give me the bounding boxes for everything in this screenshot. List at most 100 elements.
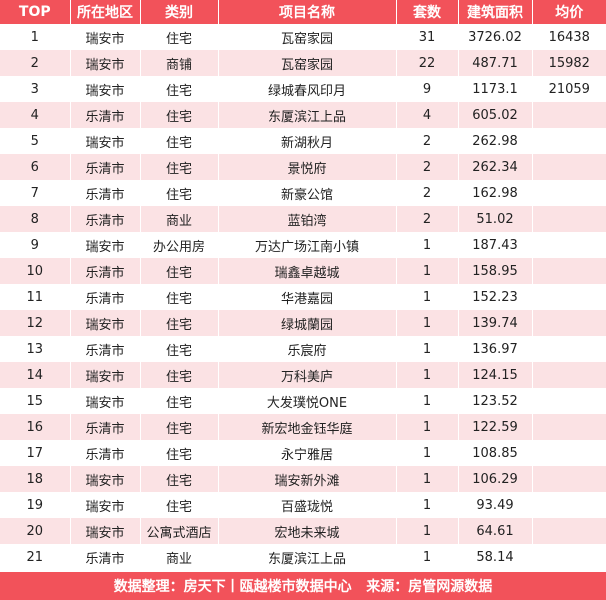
table-row: 7 乐清市 住宅 新豪公馆 2 162.98 — [0, 180, 606, 206]
region-cell: 乐清市 — [70, 102, 141, 128]
table-row: 10 乐清市 住宅 瑞鑫卓越城 1 158.95 — [0, 258, 606, 284]
avg-price-cell — [532, 492, 606, 518]
header-avg-price: 均价 — [532, 0, 606, 24]
units-cell: 1 — [396, 284, 459, 310]
units-cell: 4 — [396, 102, 459, 128]
rank-cell: 15 — [0, 388, 71, 414]
table-row: 4 乐清市 住宅 东厦滨江上品 4 605.02 — [0, 102, 606, 128]
rank-cell: 2 — [0, 50, 71, 76]
area-cell: 187.43 — [458, 232, 533, 258]
units-cell: 1 — [396, 310, 459, 336]
project-name-cell: 新豪公馆 — [218, 180, 397, 206]
avg-price-cell: 15982 — [532, 50, 606, 76]
category-cell: 住宅 — [140, 362, 219, 388]
category-cell: 住宅 — [140, 24, 219, 50]
area-cell: 122.59 — [458, 414, 533, 440]
avg-price-cell — [532, 388, 606, 414]
table-row: 9 瑞安市 办公用房 万达广场江南小镇 1 187.43 — [0, 232, 606, 258]
avg-price-cell — [532, 544, 606, 570]
category-cell: 住宅 — [140, 284, 219, 310]
region-cell: 瑞安市 — [70, 232, 141, 258]
area-cell: 262.34 — [458, 154, 533, 180]
area-cell: 1173.1 — [458, 76, 533, 102]
category-cell: 住宅 — [140, 336, 219, 362]
area-cell: 123.52 — [458, 388, 533, 414]
project-name-cell: 瑞安新外滩 — [218, 466, 397, 492]
table-row: 8 乐清市 商业 蓝铂湾 2 51.02 — [0, 206, 606, 232]
header-project-name: 项目名称 — [218, 0, 397, 24]
avg-price-cell — [532, 258, 606, 284]
project-name-cell: 大发璞悦ONE — [218, 388, 397, 414]
project-name-cell: 瓦窑家园 — [218, 50, 397, 76]
category-cell: 住宅 — [140, 154, 219, 180]
category-cell: 商业 — [140, 544, 219, 570]
region-cell: 乐清市 — [70, 284, 141, 310]
project-name-cell: 华港嘉园 — [218, 284, 397, 310]
avg-price-cell — [532, 440, 606, 466]
category-cell: 住宅 — [140, 180, 219, 206]
project-name-cell: 瓦窑家园 — [218, 24, 397, 50]
category-cell: 住宅 — [140, 128, 219, 154]
units-cell: 1 — [396, 518, 459, 544]
region-cell: 乐清市 — [70, 258, 141, 284]
region-cell: 瑞安市 — [70, 310, 141, 336]
table-row: 13 乐清市 住宅 乐宸府 1 136.97 — [0, 336, 606, 362]
table-row: 16 乐清市 住宅 新宏地金钰华庭 1 122.59 — [0, 414, 606, 440]
project-name-cell: 新宏地金钰华庭 — [218, 414, 397, 440]
avg-price-cell — [532, 128, 606, 154]
units-cell: 1 — [396, 362, 459, 388]
rank-cell: 3 — [0, 76, 71, 102]
rank-cell: 11 — [0, 284, 71, 310]
units-cell: 2 — [396, 128, 459, 154]
region-cell: 乐清市 — [70, 440, 141, 466]
avg-price-cell — [532, 414, 606, 440]
project-name-cell: 百盛珑悦 — [218, 492, 397, 518]
area-cell: 162.98 — [458, 180, 533, 206]
region-cell: 瑞安市 — [70, 388, 141, 414]
avg-price-cell — [532, 518, 606, 544]
table-row: 1 瑞安市 住宅 瓦窑家园 31 3726.02 16438 — [0, 24, 606, 50]
category-cell: 住宅 — [140, 76, 219, 102]
project-name-cell: 瑞鑫卓越城 — [218, 258, 397, 284]
region-cell: 乐清市 — [70, 414, 141, 440]
category-cell: 商业 — [140, 206, 219, 232]
area-cell: 139.74 — [458, 310, 533, 336]
category-cell: 住宅 — [140, 440, 219, 466]
project-name-cell: 绿城春风印月 — [218, 76, 397, 102]
category-cell: 住宅 — [140, 102, 219, 128]
project-name-cell: 东厦滨江上品 — [218, 544, 397, 570]
rank-cell: 12 — [0, 310, 71, 336]
units-cell: 1 — [396, 388, 459, 414]
region-cell: 乐清市 — [70, 154, 141, 180]
category-cell: 住宅 — [140, 310, 219, 336]
avg-price-cell — [532, 102, 606, 128]
category-cell: 住宅 — [140, 466, 219, 492]
table-row: 5 瑞安市 住宅 新湖秋月 2 262.98 — [0, 128, 606, 154]
table-row: 2 瑞安市 商铺 瓦窑家园 22 487.71 15982 — [0, 50, 606, 76]
region-cell: 瑞安市 — [70, 76, 141, 102]
avg-price-cell — [532, 336, 606, 362]
table-row: 18 瑞安市 住宅 瑞安新外滩 1 106.29 — [0, 466, 606, 492]
rank-cell: 14 — [0, 362, 71, 388]
project-name-cell: 景悦府 — [218, 154, 397, 180]
rank-cell: 10 — [0, 258, 71, 284]
units-cell: 2 — [396, 180, 459, 206]
units-cell: 1 — [396, 492, 459, 518]
header-region: 所在地区 — [70, 0, 141, 24]
area-cell: 605.02 — [458, 102, 533, 128]
area-cell: 262.98 — [458, 128, 533, 154]
table-body: 1 瑞安市 住宅 瓦窑家园 31 3726.02 16438 2 瑞安市 商铺 瓦窑家园 22 487.… — [0, 24, 606, 570]
rank-cell: 17 — [0, 440, 71, 466]
region-cell: 乐清市 — [70, 180, 141, 206]
region-cell: 瑞安市 — [70, 24, 141, 50]
area-cell: 124.15 — [458, 362, 533, 388]
rank-cell: 9 — [0, 232, 71, 258]
table-row: 19 瑞安市 住宅 百盛珑悦 1 93.49 — [0, 492, 606, 518]
project-name-cell: 绿城蘭园 — [218, 310, 397, 336]
rank-cell: 4 — [0, 102, 71, 128]
rank-cell: 16 — [0, 414, 71, 440]
area-cell: 51.02 — [458, 206, 533, 232]
category-cell: 住宅 — [140, 388, 219, 414]
area-cell: 3726.02 — [458, 24, 533, 50]
region-cell: 瑞安市 — [70, 492, 141, 518]
